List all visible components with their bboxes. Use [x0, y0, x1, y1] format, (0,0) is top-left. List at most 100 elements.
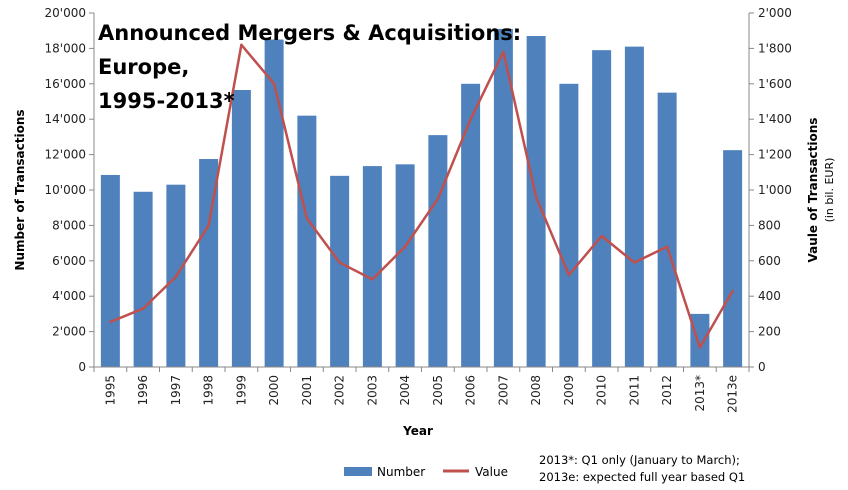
bar-1999 — [231, 90, 251, 367]
y-tick-label-left: 16'000 — [45, 77, 86, 91]
y-axis-right-subtitle: (in bil. EUR) — [823, 158, 836, 223]
chart-title-line-3: 1995-2013* — [98, 89, 235, 113]
value-point-2007 — [502, 50, 505, 54]
y-tick-label-left: 6'000 — [52, 254, 86, 268]
x-tick-label: 2008 — [529, 375, 543, 406]
y-tick-label-left: 0 — [78, 360, 86, 374]
y-tick-label-left: 20'000 — [45, 6, 86, 20]
value-point-2003 — [371, 278, 374, 281]
value-point-2013* — [698, 346, 702, 349]
value-point-2009 — [567, 273, 571, 277]
x-axis-title: Year — [402, 424, 433, 438]
bar-1996 — [133, 191, 153, 367]
x-tick-label: 2007 — [496, 375, 510, 406]
legend-label-number: Number — [377, 465, 425, 479]
x-tick-label: 1996 — [136, 375, 150, 406]
value-point-2005 — [436, 197, 440, 201]
y-tick-label-left: 4'000 — [52, 289, 86, 303]
y-tick-label-right: 1'200 — [758, 148, 792, 162]
value-point-2008 — [534, 195, 538, 199]
x-tick-label: 2004 — [398, 375, 412, 406]
value-point-1997 — [174, 275, 178, 278]
bar-2007 — [493, 28, 513, 368]
value-point-2012 — [665, 245, 669, 248]
y-tick-label-left: 8'000 — [52, 218, 86, 232]
value-point-2004 — [403, 245, 407, 248]
y-tick-label-right: 2'000 — [758, 6, 792, 20]
value-line — [109, 43, 734, 349]
y-axis-left-title: Number of Transactions — [13, 109, 27, 270]
y-axis-right-title: Vaule of Transactions — [806, 118, 820, 263]
x-tick-label: 2012 — [660, 375, 674, 406]
x-tick-label: 2011 — [627, 375, 641, 406]
bar-1998 — [199, 159, 219, 367]
footnote-2: 2013e: expected full year based Q1 — [539, 470, 745, 484]
bar-2010 — [592, 50, 612, 368]
x-tick-label: 1998 — [202, 375, 216, 406]
bar-series — [100, 28, 743, 368]
y-tick-label-right: 200 — [758, 325, 781, 339]
y-tick-label-left: 2'000 — [52, 325, 86, 339]
value-point-2002 — [338, 261, 341, 264]
bar-2004 — [395, 164, 415, 367]
x-ticks: 1995 1996 1997 1998 1999 2000 2001 2002 2003 2004… — [93, 367, 750, 413]
x-tick-label: 2003 — [365, 375, 379, 406]
bar-2009 — [559, 83, 579, 368]
value-point-2011 — [633, 261, 636, 264]
x-tick-label: 1995 — [103, 375, 117, 406]
y-tick-label-left: 12'000 — [45, 148, 86, 162]
bar-2013* — [690, 313, 710, 367]
value-point-2000 — [272, 82, 276, 86]
y-tick-label-right: 1'400 — [758, 112, 792, 126]
chart-title: Announced Mergers & Acquisitions: Europe… — [98, 21, 521, 113]
bar-2003 — [362, 166, 382, 367]
x-tick-label: 2001 — [300, 375, 314, 406]
bar-2000 — [264, 39, 284, 368]
y-tick-label-left: 18'000 — [45, 41, 86, 55]
y-tick-label-left: 10'000 — [45, 183, 86, 197]
x-tick-label: 2002 — [333, 375, 347, 406]
y-tick-label-right: 0 — [758, 360, 766, 374]
chart-title-line-1: Announced Mergers & Acquisitions: — [98, 21, 521, 45]
footnotes: 2013*: Q1 only (January to March); 2013e… — [539, 453, 745, 484]
value-point-2006 — [469, 118, 472, 121]
y-tick-label-left: 14'000 — [45, 112, 86, 126]
value-point-2001 — [305, 217, 309, 220]
bar-2013e — [723, 150, 743, 367]
y-tick-label-right: 400 — [758, 289, 781, 303]
legend-swatch-number — [344, 467, 372, 476]
footnote-1: 2013*: Q1 only (January to March); — [539, 453, 740, 467]
value-point-2013e — [731, 289, 734, 293]
x-tick-label: 2010 — [595, 375, 609, 406]
y-tick-label-right: 1'000 — [758, 183, 792, 197]
value-point-1999 — [240, 43, 243, 47]
value-point-2010 — [600, 234, 603, 238]
bar-2001 — [297, 115, 317, 367]
y-tick-label-right: 1'800 — [758, 41, 792, 55]
value-point-1995 — [109, 320, 112, 324]
y-tick-label-right: 600 — [758, 254, 781, 268]
x-tick-label: 2000 — [267, 375, 281, 406]
x-tick-label: 2005 — [431, 375, 445, 406]
legend: Number Value — [344, 465, 508, 479]
x-tick-label: 2009 — [562, 375, 576, 406]
bar-1995 — [100, 174, 120, 367]
bar-2006 — [461, 83, 481, 368]
bar-2002 — [330, 175, 350, 367]
y-ticks-right: 0 200 400 600 800 1'000 1'200 1'400 1'600 1'800 2'… — [749, 6, 792, 374]
line-series — [109, 43, 734, 349]
value-point-1998 — [207, 224, 210, 227]
x-tick-label: 2013e — [726, 375, 740, 413]
bar-2008 — [526, 36, 546, 367]
bar-2012 — [657, 92, 677, 368]
legend-label-value: Value — [475, 465, 508, 479]
y-tick-label-right: 800 — [758, 218, 781, 232]
value-point-1996 — [141, 307, 145, 310]
y-ticks-left: 0 2'000 4'000 6'000 8'000 10'000 12'000 14'000 1… — [45, 6, 94, 374]
x-tick-label: 1999 — [234, 375, 248, 406]
bar-2011 — [624, 46, 644, 367]
x-tick-label: 2006 — [464, 375, 478, 406]
x-tick-label: 1997 — [169, 375, 183, 406]
axes — [93, 13, 750, 368]
